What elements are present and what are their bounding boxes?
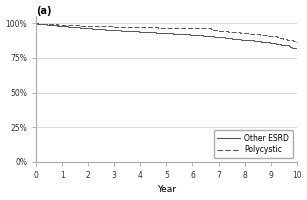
Line: Polycystic: Polycystic xyxy=(36,23,297,42)
Other ESRD xyxy=(213,35,217,38)
Other ESRD xyxy=(140,31,143,33)
Polycystic xyxy=(294,40,297,43)
Other ESRD xyxy=(293,47,297,49)
Polycystic xyxy=(65,24,69,26)
Polycystic xyxy=(276,36,280,38)
Other ESRD xyxy=(126,30,130,32)
Other ESRD xyxy=(295,47,298,49)
Polycystic xyxy=(287,38,291,41)
Line: Other ESRD: Other ESRD xyxy=(36,23,297,48)
Text: (a): (a) xyxy=(36,6,52,16)
Polycystic xyxy=(118,25,122,28)
Other ESRD xyxy=(115,29,119,32)
Polycystic xyxy=(111,25,115,28)
Legend: Other ESRD, Polycystic: Other ESRD, Polycystic xyxy=(214,130,293,158)
Polycystic xyxy=(71,24,75,26)
X-axis label: Year: Year xyxy=(157,185,176,194)
Other ESRD xyxy=(181,33,184,35)
Other ESRD xyxy=(34,22,38,24)
Other ESRD xyxy=(165,32,168,34)
Polycystic xyxy=(34,22,38,24)
Polycystic xyxy=(295,40,298,43)
